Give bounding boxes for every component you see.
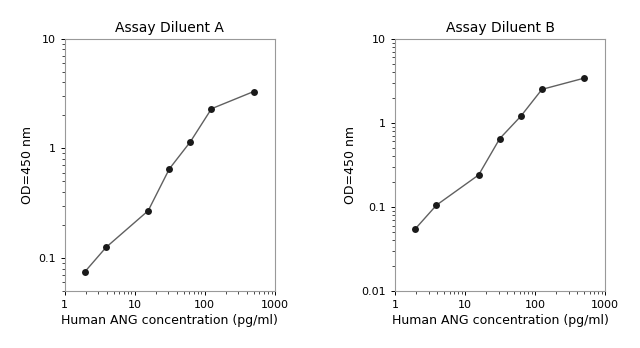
X-axis label: Human ANG concentration (pg/ml): Human ANG concentration (pg/ml) <box>61 314 278 327</box>
Title: Assay Diluent B: Assay Diluent B <box>445 21 555 35</box>
Y-axis label: OD=450 nm: OD=450 nm <box>344 126 357 204</box>
X-axis label: Human ANG concentration (pg/ml): Human ANG concentration (pg/ml) <box>392 314 609 327</box>
Y-axis label: OD=450 nm: OD=450 nm <box>21 126 34 204</box>
Title: Assay Diluent A: Assay Diluent A <box>115 21 224 35</box>
